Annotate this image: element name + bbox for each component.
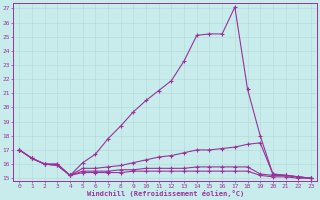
X-axis label: Windchill (Refroidissement éolien,°C): Windchill (Refroidissement éolien,°C) <box>86 190 244 197</box>
